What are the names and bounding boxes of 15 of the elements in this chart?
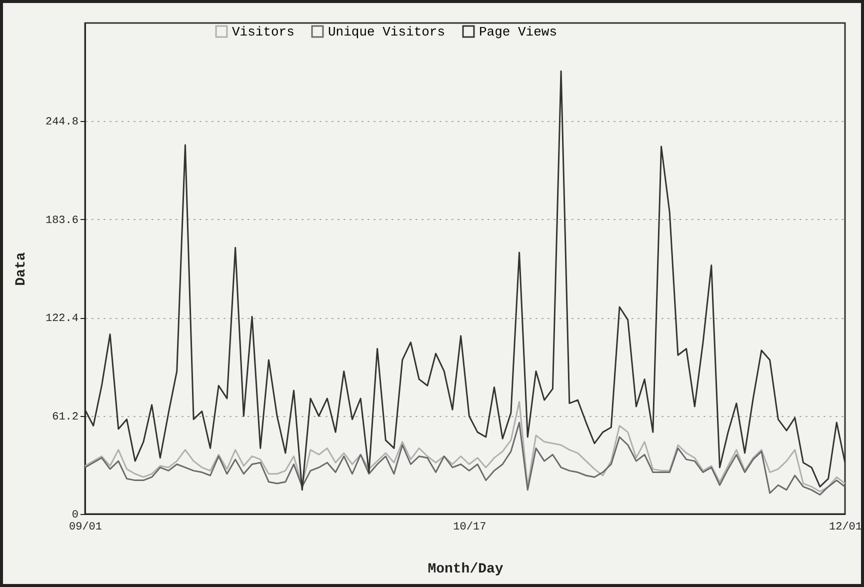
line-series [84, 400, 846, 492]
y-tick-label: 244.8 [45, 116, 78, 129]
x-tick-label: 10/17 [453, 522, 486, 534]
legend-label: Unique Visitors [328, 24, 446, 40]
line-series [84, 422, 846, 496]
y-tick-label: 0 [72, 510, 78, 522]
y-axis-title: Data [13, 252, 30, 286]
x-axis-title: Month/Day [428, 562, 504, 578]
legend-label: Visitors [232, 24, 294, 40]
y-tick-label: 61.2 [52, 411, 78, 424]
x-tick-label: 12/01 [828, 522, 862, 534]
x-tick-label: 09/01 [68, 522, 102, 534]
y-tick-label: 183.6 [45, 214, 78, 227]
legend-label: Page Views [479, 24, 558, 40]
y-tick-label: 122.4 [45, 313, 79, 326]
